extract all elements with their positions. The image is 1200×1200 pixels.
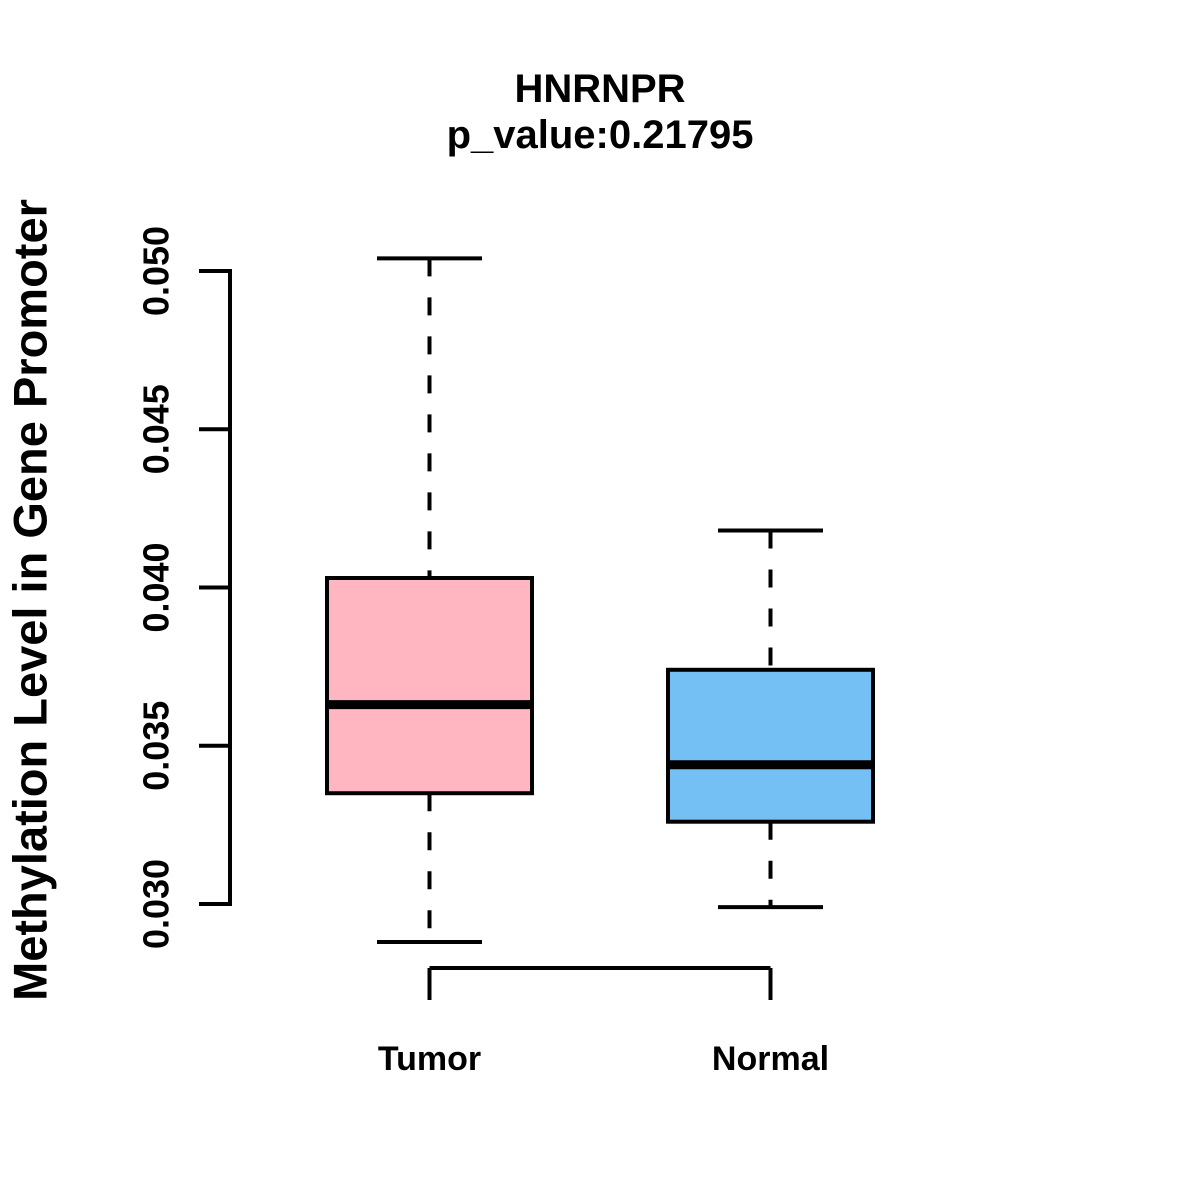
x-tick-label-tumor: Tumor [377,1040,482,1078]
boxplot-tumor [325,256,534,944]
chart-title: HNRNPR [514,67,686,111]
y-tick-label: 0.040 [136,542,177,632]
boxplot-normal [666,528,875,910]
y-tick-label: 0.035 [136,701,177,791]
y-tick-label: 0.050 [136,226,177,316]
y-tick-label: 0.030 [136,859,177,949]
iqr-box-normal [666,667,875,824]
iqr-box-tumor [325,576,534,796]
chart-subtitle: p_value:0.21795 [446,113,754,157]
y-tick-label: 0.045 [136,384,177,474]
x-tick-label-normal: Normal [711,1040,830,1078]
